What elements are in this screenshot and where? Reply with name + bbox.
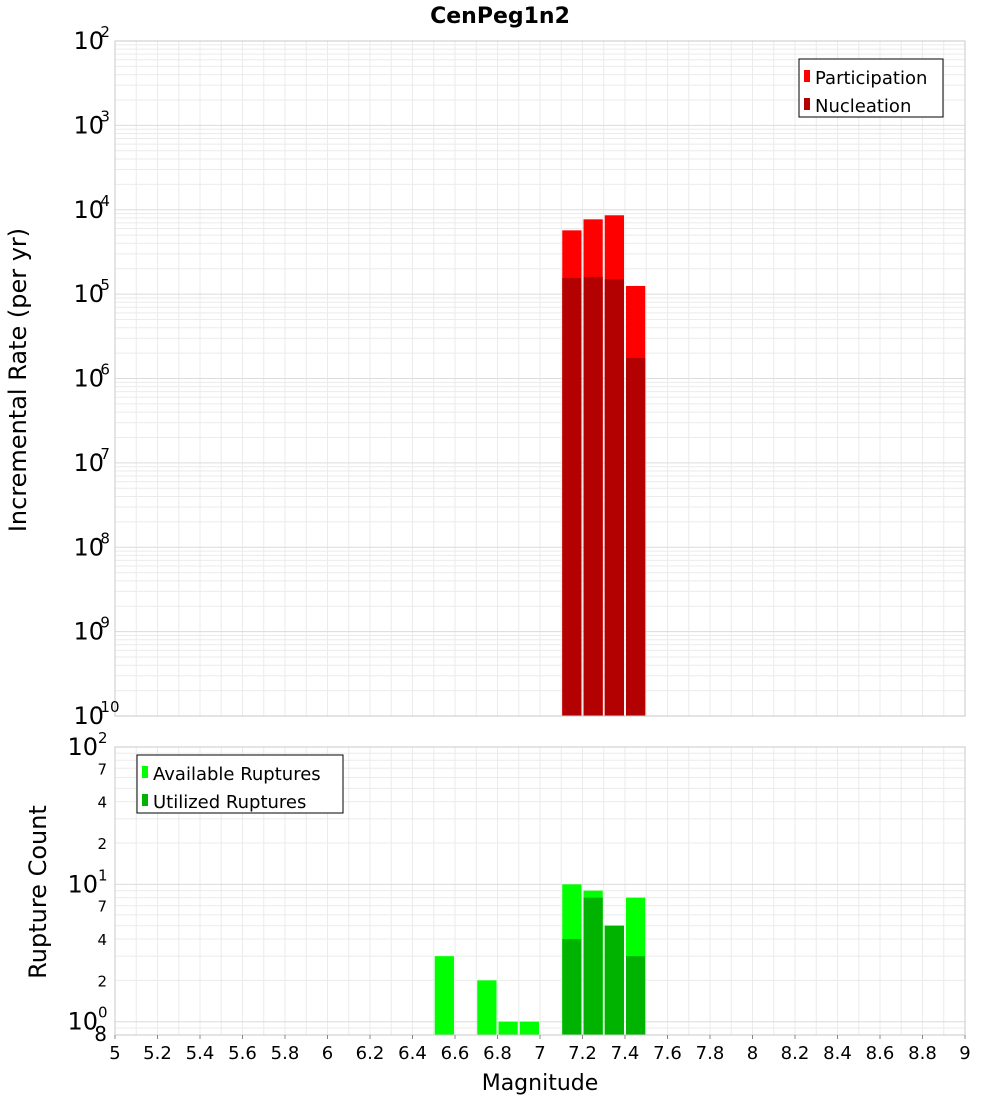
- count-bar-utilized-ruptures: [604, 925, 624, 1035]
- count-legend-label: Available Ruptures: [153, 764, 321, 785]
- rate-bar-nucleation: [604, 279, 624, 716]
- x-axis-ticks: 5 5.2 5.4 5.6 5.8 6 6.2 6.4 6.6 6.8 7 7.2 7.4 7.6 7.8 8…: [109, 1035, 971, 1064]
- y-minor-tick-label: 4: [97, 931, 107, 949]
- y-minor-tick-label: 7: [97, 760, 107, 778]
- y-tick-exponent: 1: [98, 866, 108, 884]
- y-tick-exponent: 2: [98, 729, 108, 747]
- y-tick-base: 10: [73, 449, 104, 477]
- x-tick-label: 5: [109, 1043, 120, 1064]
- y-minor-tick-label: 2: [97, 972, 107, 990]
- rate-bar-nucleation: [626, 357, 646, 716]
- y-tick-exponent: -4: [95, 192, 110, 210]
- bottom-y-axis-label: Rupture Count: [24, 805, 52, 979]
- x-tick-label: 5.4: [186, 1043, 215, 1064]
- y-tick-exponent: -5: [95, 276, 110, 294]
- x-tick-label: 6.6: [441, 1043, 470, 1064]
- y-minor-tick-label: 4: [97, 794, 107, 812]
- rate-legend-swatch: [804, 70, 810, 82]
- count-legend-swatch: [142, 794, 148, 806]
- y-tick-base: 10: [73, 702, 104, 730]
- x-tick-label: 7.4: [611, 1043, 640, 1064]
- count-bar-available-ruptures: [434, 956, 454, 1035]
- x-tick-label: 6.2: [356, 1043, 385, 1064]
- rate-bar-nucleation: [583, 276, 603, 716]
- y-tick-base: 10: [73, 196, 104, 224]
- y-tick-base: 10: [67, 1008, 98, 1036]
- count-bar-utilized-ruptures: [583, 897, 603, 1035]
- x-axis-label: Magnitude: [482, 1071, 599, 1096]
- x-tick-label: 8.2: [781, 1043, 810, 1064]
- x-tick-label: 6.8: [483, 1043, 512, 1064]
- rate-plot-frame: [114, 40, 966, 717]
- y-minor-tick-label: 2: [97, 835, 107, 853]
- y-tick-base: 10: [67, 733, 98, 761]
- x-tick-label: 5.2: [143, 1043, 172, 1064]
- count-legend-swatch: [142, 766, 148, 778]
- y-tick-base: 10: [73, 365, 104, 393]
- x-tick-label: 6.4: [398, 1043, 427, 1064]
- y-tick-exponent: -8: [95, 529, 110, 547]
- count-legend: Available Ruptures Utilized Ruptures: [136, 754, 344, 814]
- rate-legend-swatch: [804, 98, 810, 110]
- y-tick-base: 10: [73, 618, 104, 646]
- y-tick-exponent: -7: [95, 445, 110, 463]
- y-tick-base: 10: [73, 280, 104, 308]
- x-tick-label: 8.8: [908, 1043, 937, 1064]
- count-bar-available-ruptures: [477, 980, 497, 1035]
- y-minor-tick-label: 8: [94, 1022, 107, 1046]
- x-tick-label: 7: [534, 1043, 545, 1064]
- x-tick-label: 6: [322, 1043, 333, 1064]
- count-bar-utilized-ruptures: [562, 939, 582, 1035]
- x-tick-label: 8.4: [823, 1043, 852, 1064]
- y-tick-base: 10: [73, 27, 104, 55]
- x-tick-label: 5.8: [271, 1043, 300, 1064]
- top-y-axis-label: Incremental Rate (per yr): [4, 228, 32, 532]
- rate-legend: Participation Nucleation: [798, 58, 944, 118]
- y-tick-base: 10: [67, 870, 98, 898]
- rate-plot-panel: 10-210-310-410-510-610-710-810-910-10: [73, 23, 966, 730]
- count-bar-available-ruptures: [498, 1021, 518, 1035]
- count-bar-available-ruptures: [519, 1021, 539, 1035]
- rate-legend-box: [798, 58, 944, 118]
- count-bar-utilized-ruptures: [626, 956, 646, 1035]
- count-legend-box: [136, 754, 344, 814]
- chart-title: CenPeg1n2: [430, 4, 570, 29]
- y-tick-exponent: 0: [98, 1004, 108, 1022]
- y-minor-tick-label: 7: [97, 898, 107, 916]
- y-tick-exponent: -10: [95, 698, 120, 716]
- rate-legend-label: Participation: [815, 68, 927, 89]
- y-tick-exponent: -3: [95, 107, 110, 125]
- x-tick-label: 5.6: [228, 1043, 257, 1064]
- x-tick-label: 8.6: [866, 1043, 895, 1064]
- rate-bar-nucleation: [562, 278, 582, 716]
- y-tick-base: 10: [73, 533, 104, 561]
- count-legend-label: Utilized Ruptures: [153, 792, 306, 813]
- x-tick-label: 7.8: [696, 1043, 725, 1064]
- rate-y-axis-ticks: 10-210-310-410-510-610-710-810-910-10: [73, 23, 119, 730]
- x-tick-label: 8: [747, 1043, 758, 1064]
- y-tick-exponent: -6: [95, 361, 110, 379]
- y-tick-exponent: -9: [95, 614, 110, 632]
- x-tick-label: 7.6: [653, 1043, 682, 1064]
- rate-legend-label: Nucleation: [815, 96, 911, 117]
- y-tick-exponent: -2: [95, 23, 110, 41]
- y-tick-base: 10: [73, 111, 104, 139]
- rate-gridlines: [115, 40, 966, 717]
- x-tick-label: 9: [959, 1043, 970, 1064]
- x-tick-label: 7.2: [568, 1043, 597, 1064]
